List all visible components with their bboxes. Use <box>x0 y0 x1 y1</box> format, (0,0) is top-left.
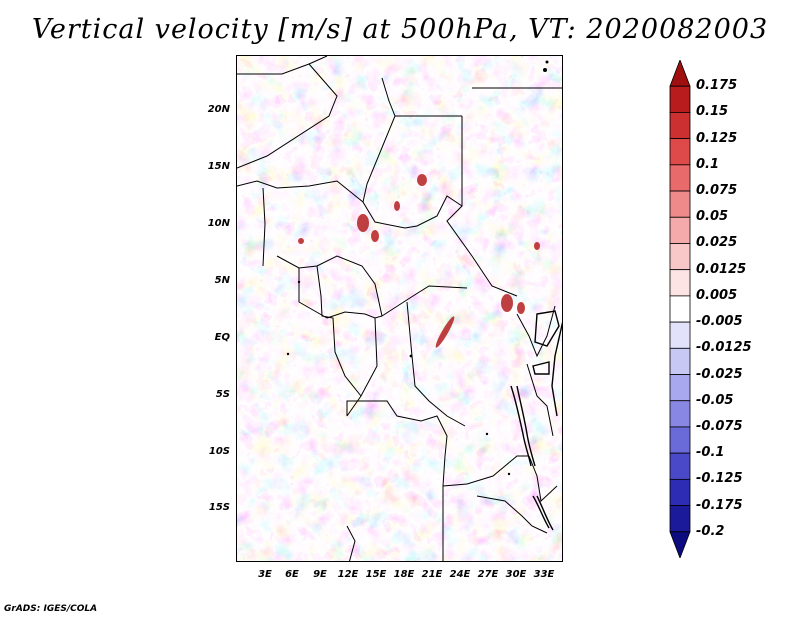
lon-label-6e: 6E <box>285 569 299 580</box>
lat-label-15n: 15N <box>207 161 230 172</box>
colorbar-segment <box>669 269 691 297</box>
lat-label-10n: 10N <box>207 218 230 229</box>
lon-label-3e: 3E <box>258 569 272 580</box>
colorbar <box>669 60 691 558</box>
colorbar-tick-label: -0.075 <box>696 418 743 434</box>
colorbar-tick-label: -0.125 <box>696 471 743 487</box>
lat-label-5n: 5N <box>214 275 230 286</box>
colorbar-segment <box>669 243 691 271</box>
colorbar-segment <box>669 374 691 402</box>
colorbar-segment <box>669 190 691 218</box>
colorbar-segment <box>669 112 691 140</box>
colorbar-tick-label: 0.0125 <box>696 261 747 277</box>
colorbar-segment <box>669 321 691 349</box>
lon-label-15e: 15E <box>365 569 387 580</box>
lon-label-33e: 33E <box>533 569 555 580</box>
lon-label-27e: 27E <box>477 569 499 580</box>
lon-label-12e: 12E <box>337 569 359 580</box>
lon-label-24e: 24E <box>449 569 471 580</box>
lat-label-eq: EQ <box>214 332 230 343</box>
colorbar-tick-label: -0.025 <box>696 366 743 382</box>
colorbar-tick-label: -0.0125 <box>696 340 752 356</box>
colorbar-tick-label: 0.15 <box>696 104 729 120</box>
colorbar-segment <box>669 347 691 375</box>
colorbar-tick-label: 0.025 <box>696 235 738 251</box>
colorbar-segment <box>669 452 691 480</box>
lat-label-5s: 5S <box>215 389 230 400</box>
colorbar-segment <box>669 426 691 454</box>
colorbar-tick-label: -0.005 <box>696 314 743 330</box>
lon-label-18e: 18E <box>393 569 415 580</box>
colorbar-arrow-top <box>669 60 691 87</box>
colorbar-tick-label: 0.1 <box>696 156 720 172</box>
lon-label-21e: 21E <box>421 569 443 580</box>
lat-label-10s: 10S <box>208 446 230 457</box>
lon-label-9e: 9E <box>313 569 327 580</box>
colorbar-segment <box>669 216 691 244</box>
colorbar-segment <box>669 505 691 533</box>
colorbar-tick-label: -0.1 <box>696 445 725 461</box>
colorbar-tick-label: -0.175 <box>696 497 743 513</box>
colorbar-segment <box>669 164 691 192</box>
lon-label-30e: 30E <box>505 569 527 580</box>
colorbar-tick-label: 0.125 <box>696 130 738 146</box>
colorbar-segment <box>669 138 691 166</box>
colorbar-tick-label: -0.05 <box>696 392 734 408</box>
lat-label-20n: 20N <box>207 104 230 115</box>
colorbar-arrow-bottom <box>669 531 691 558</box>
colorbar-segment <box>669 85 691 113</box>
colorbar-tick-label: 0.05 <box>696 209 729 225</box>
colorbar-tick-label: 0.005 <box>696 287 738 303</box>
vertical-velocity-field <box>237 56 562 561</box>
map-title: Vertical velocity [m/s] at 500hPa, VT: 2… <box>31 14 769 45</box>
colorbar-segment <box>669 400 691 428</box>
colorbar-tick-label: 0.175 <box>696 78 738 94</box>
colorbar-tick-label: -0.2 <box>696 523 725 539</box>
grads-credit: GrADS: IGES/COLA <box>4 604 98 614</box>
colorbar-segment <box>669 478 691 506</box>
map-panel <box>236 55 563 562</box>
colorbar-tick-label: 0.075 <box>696 183 738 199</box>
lat-label-15s: 15S <box>208 502 230 513</box>
colorbar-segment <box>669 295 691 323</box>
